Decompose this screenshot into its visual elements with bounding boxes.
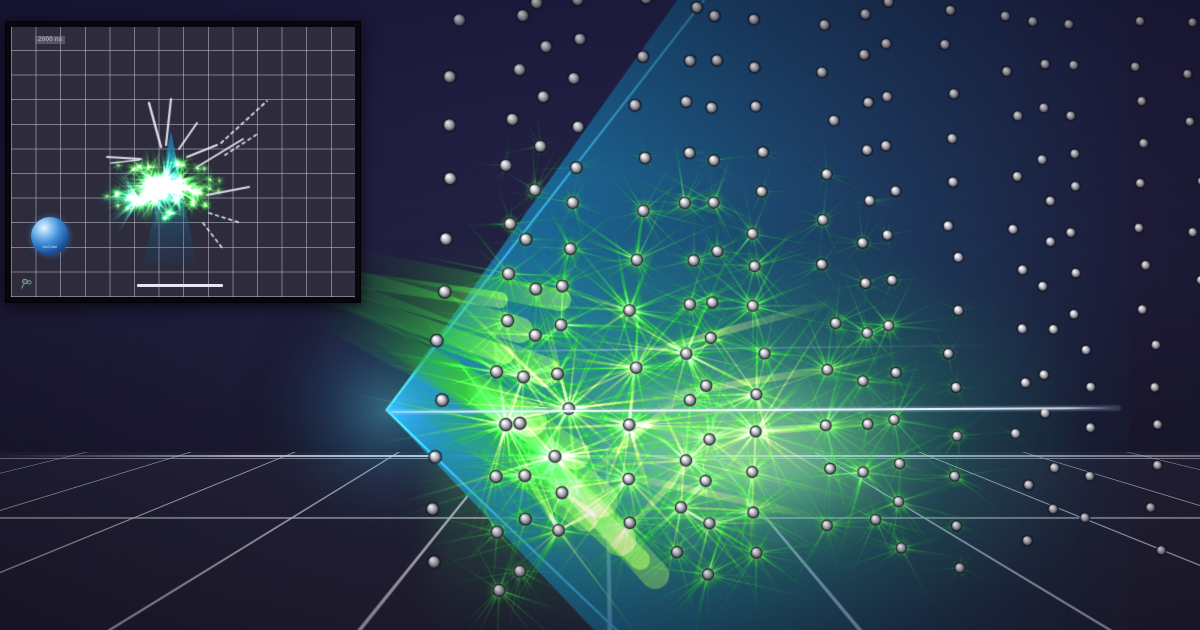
pointer-icon[interactable]	[20, 277, 35, 290]
inset-screen: 2000 ns IceCube	[11, 27, 355, 297]
inset-scale-bar	[137, 284, 223, 287]
overview-inset-panel[interactable]: 2000 ns IceCube	[6, 22, 360, 302]
inset-scale-label: 2000 ns	[35, 36, 66, 44]
icecube-logo-label: IceCube	[42, 245, 58, 249]
icecube-logo-icon: IceCube	[31, 217, 69, 255]
